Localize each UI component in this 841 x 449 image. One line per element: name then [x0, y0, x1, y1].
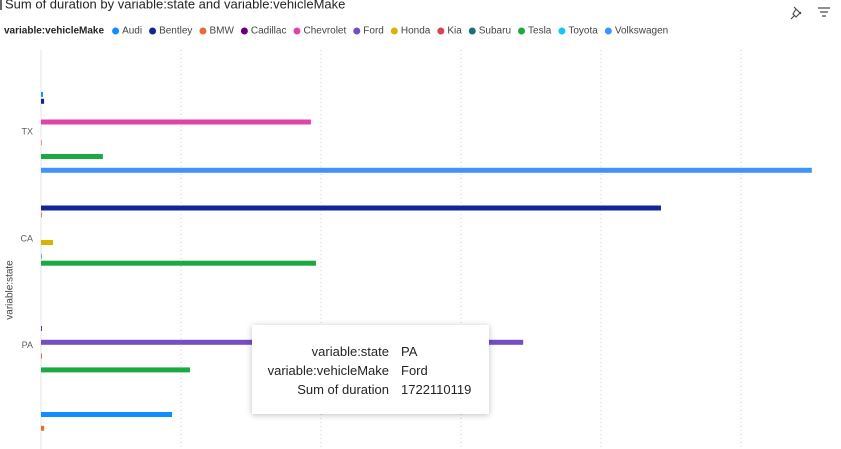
- legend-swatch: [558, 27, 566, 35]
- legend-label: Bentley: [159, 26, 192, 37]
- legend-swatch: [468, 27, 476, 35]
- legend-label: Tesla: [528, 26, 552, 37]
- bar: [41, 326, 42, 331]
- tooltip-key: Sum of duration: [297, 382, 389, 397]
- tooltip-key: variable:state: [311, 344, 389, 359]
- legend-label: Kia: [447, 26, 462, 37]
- bar: [41, 425, 45, 431]
- bar: [41, 205, 661, 211]
- tooltip-value: Ford: [401, 363, 428, 378]
- legend-swatch: [604, 27, 612, 35]
- bar: [41, 167, 812, 173]
- bar: [41, 260, 316, 266]
- tooltip-value: 1722110119: [401, 382, 472, 397]
- bar: [41, 154, 103, 159]
- tooltip-key: variable:vehicleMake: [267, 363, 389, 378]
- legend-label: Honda: [401, 26, 431, 37]
- filter-icon[interactable]: [818, 7, 830, 17]
- legend-swatch: [353, 27, 361, 35]
- legend-swatch: [112, 27, 120, 35]
- tooltip-row: variable:state PA: [252, 344, 489, 362]
- legend-swatch: [149, 27, 157, 35]
- bar: [41, 98, 45, 104]
- legend-label: Volkswagen: [615, 26, 668, 37]
- legend-label: Cadillac: [251, 26, 287, 37]
- bar: [41, 212, 42, 218]
- y-tick-label: CA: [20, 233, 33, 243]
- bar: [41, 119, 311, 125]
- legend-label: Chevrolet: [303, 26, 346, 37]
- pin-icon[interactable]: [790, 6, 802, 20]
- y-axis-label: variable:state: [5, 260, 16, 320]
- bar: [41, 353, 42, 359]
- legend-label: Subaru: [479, 26, 511, 37]
- tooltip-row: Sum of duration 1722110119: [252, 382, 489, 400]
- legend-swatch: [199, 27, 207, 35]
- chart-title: Sum of duration by variable:state and va…: [5, 0, 345, 11]
- bar: [41, 240, 54, 245]
- legend-swatch: [518, 27, 526, 35]
- bar: [41, 253, 42, 259]
- pin-glyph: [790, 6, 802, 20]
- legend-swatch: [437, 27, 445, 35]
- legend-swatch: [293, 27, 301, 35]
- bar: [41, 140, 42, 146]
- legend-label: Ford: [363, 26, 384, 37]
- bar: [41, 367, 190, 373]
- y-tick-label: PA: [22, 340, 33, 350]
- legend-swatch: [240, 27, 248, 35]
- bar: [41, 412, 173, 417]
- legend-title: variable:vehicleMake: [4, 26, 104, 37]
- tooltip-row: variable:vehicleMake Ford: [252, 363, 489, 381]
- title-marker: [0, 0, 2, 10]
- y-tick-label: TX: [21, 127, 33, 137]
- tooltip-value: PA: [401, 344, 418, 359]
- legend-swatch: [390, 27, 398, 35]
- legend-label: BMW: [209, 26, 234, 37]
- tooltip: variable:state PA variable:vehicleMake F…: [252, 325, 489, 414]
- legend-label: Audi: [122, 26, 142, 37]
- legend-label: Toyota: [568, 26, 598, 37]
- bar: [41, 91, 43, 97]
